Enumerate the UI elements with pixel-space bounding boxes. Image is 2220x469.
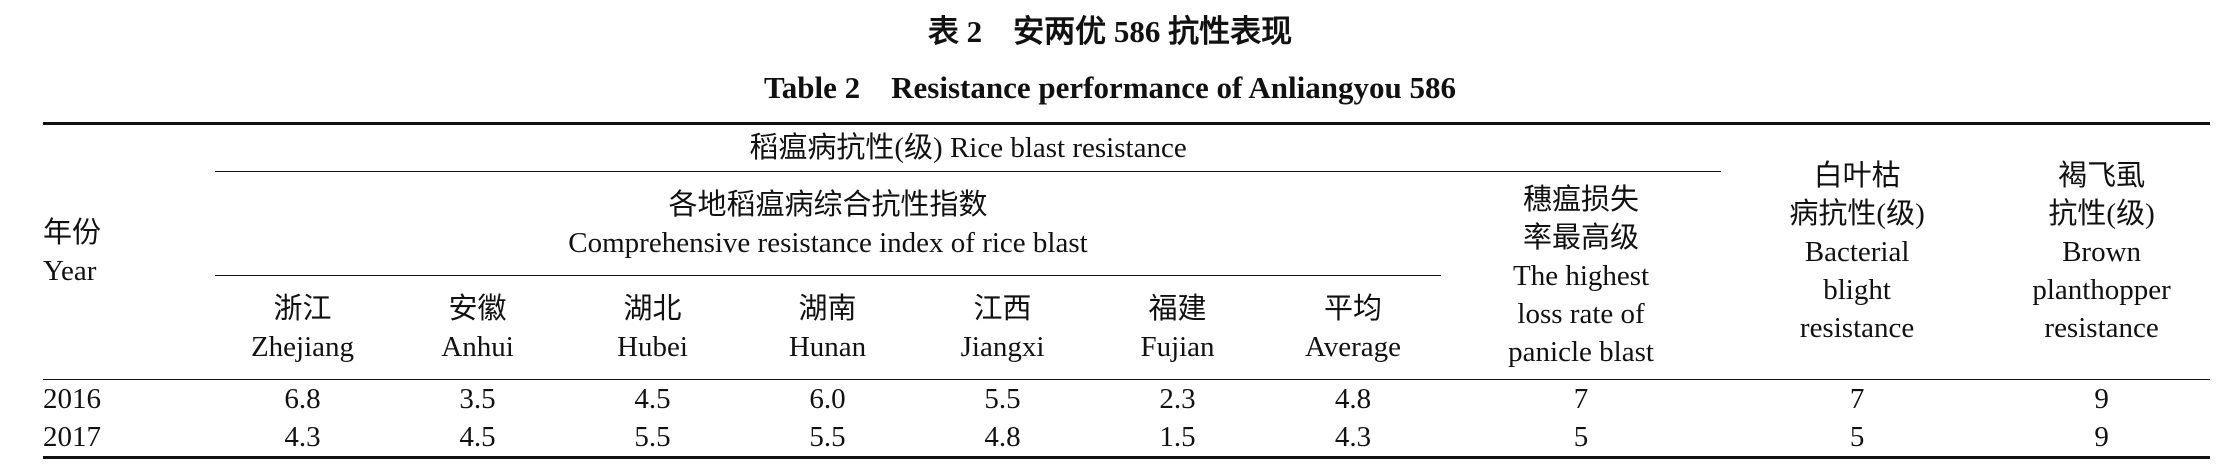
comprehensive-header: 各地稻瘟病综合抗性指数 Comprehensive resistance ind… [215,171,1441,276]
bacterial-zh-line: 白叶枯 [1813,160,1901,192]
region-header: 浙江 Zhejiang [215,275,390,380]
value-cell: 5.5 [634,421,671,453]
year-cell: 2016 [43,383,101,415]
value-cell: 7 [1573,383,1589,415]
rice-blast-header: 稻瘟病抗性(级) Rice blast resistance [215,123,1722,172]
region-en: Anhui [441,330,514,363]
value-cell: 9 [2094,383,2109,415]
bph-en-line: planthopper [2032,274,2171,306]
bph-en-line: resistance [2044,312,2159,344]
region-zh: 湖北 [623,292,682,325]
value-cell: 5 [1849,421,1865,453]
value-cell: 2.3 [1159,383,1196,415]
panicle-en-line: panicle blast [1508,335,1654,368]
bph-zh-line: 褐飞虱 [2058,160,2146,192]
region-en: Average [1304,330,1402,363]
value-cell: 4.5 [459,421,496,453]
region-zh: 浙江 [273,292,332,325]
region-en: Jiangxi [960,330,1045,363]
title-en: Table 2 Resistance performance of Anlian… [763,70,1457,105]
region-en: Hunan [788,330,867,363]
value-cell: 7 [1849,383,1865,415]
panicle-en-line: loss rate of [1517,297,1645,330]
value-cell: 3.5 [459,383,496,415]
bph-en-line: Brown [2062,236,2142,268]
bacterial-header: 白叶枯病抗性(级) Bacterial blight resistance [1721,123,1994,380]
region-zh: 湖南 [798,292,857,325]
panicle-zh-line: 率最高级 [1523,221,1640,254]
comprehensive-en: Comprehensive resistance index of rice b… [568,226,1088,259]
rice-blast-en: Rice blast resistance [949,132,1187,164]
value-cell: 5.5 [984,383,1021,415]
year-zh: 年份 [43,217,102,249]
bacterial-en-line: blight [1823,274,1891,306]
region-header: 平均 Average [1265,275,1441,380]
region-header: 湖南 Hunan [740,275,915,380]
bacterial-zh-line: 病抗性(级) [1789,198,1925,230]
bph-zh-line: 抗性(级) [2048,198,2155,230]
region-header: 江西 Jiangxi [915,275,1090,380]
value-cell: 4.3 [284,421,321,453]
title-zh: 表 2 安两优 586 抗性表现 [927,14,1293,49]
resistance-table: 年份 Year 稻瘟病抗性(级) Rice blast resistance 白… [43,122,2211,459]
region-zh: 安徽 [448,292,507,325]
bacterial-en-line: resistance [1799,312,1915,344]
rice-blast-zh: 稻瘟病抗性(级) [749,132,943,164]
year-cell: 2017 [43,421,101,453]
year-header: 年份 Year [43,123,215,380]
value-cell: 1.5 [1159,421,1196,453]
value-cell: 9 [2094,421,2109,453]
panicle-header: 穗瘟损失率最高级 The highest loss rate of panicle b… [1441,171,1722,380]
region-zh: 福建 [1148,292,1207,325]
year-en: Year [43,255,97,287]
value-cell: 5.5 [809,421,846,453]
value-cell: 6.0 [809,383,846,415]
value-cell: 6.8 [284,383,321,415]
region-zh: 平均 [1323,292,1382,325]
bph-header: 褐飞虱抗性(级) Brown planthopper resistance [1993,123,2211,380]
comprehensive-zh: 各地稻瘟病综合抗性指数 [668,188,988,221]
region-header: 福建 Fujian [1090,275,1265,380]
data-row: 2016 6.8 3.5 4.5 6.0 5.5 2.3 4.8 7 7 9 [43,380,2210,419]
region-header: 湖北 Hubei [565,275,740,380]
region-header: 安徽 Anhui [390,275,565,380]
panicle-zh-line: 穗瘟损失 [1523,183,1640,216]
region-zh: 江西 [973,292,1032,325]
value-cell: 4.8 [1334,383,1372,415]
region-en: Zhejiang [250,330,355,363]
value-cell: 5 [1573,421,1589,453]
value-cell: 4.8 [984,421,1021,453]
value-cell: 4.3 [1334,421,1372,453]
data-row: 2017 4.3 4.5 5.5 5.5 4.8 1.5 4.3 5 5 9 [43,418,2210,458]
panicle-en-line: The highest [1512,259,1650,292]
region-en: Fujian [1140,330,1215,363]
bacterial-en-line: Bacterial [1804,236,1910,268]
region-en: Hubei [617,330,688,363]
value-cell: 4.5 [634,383,671,415]
